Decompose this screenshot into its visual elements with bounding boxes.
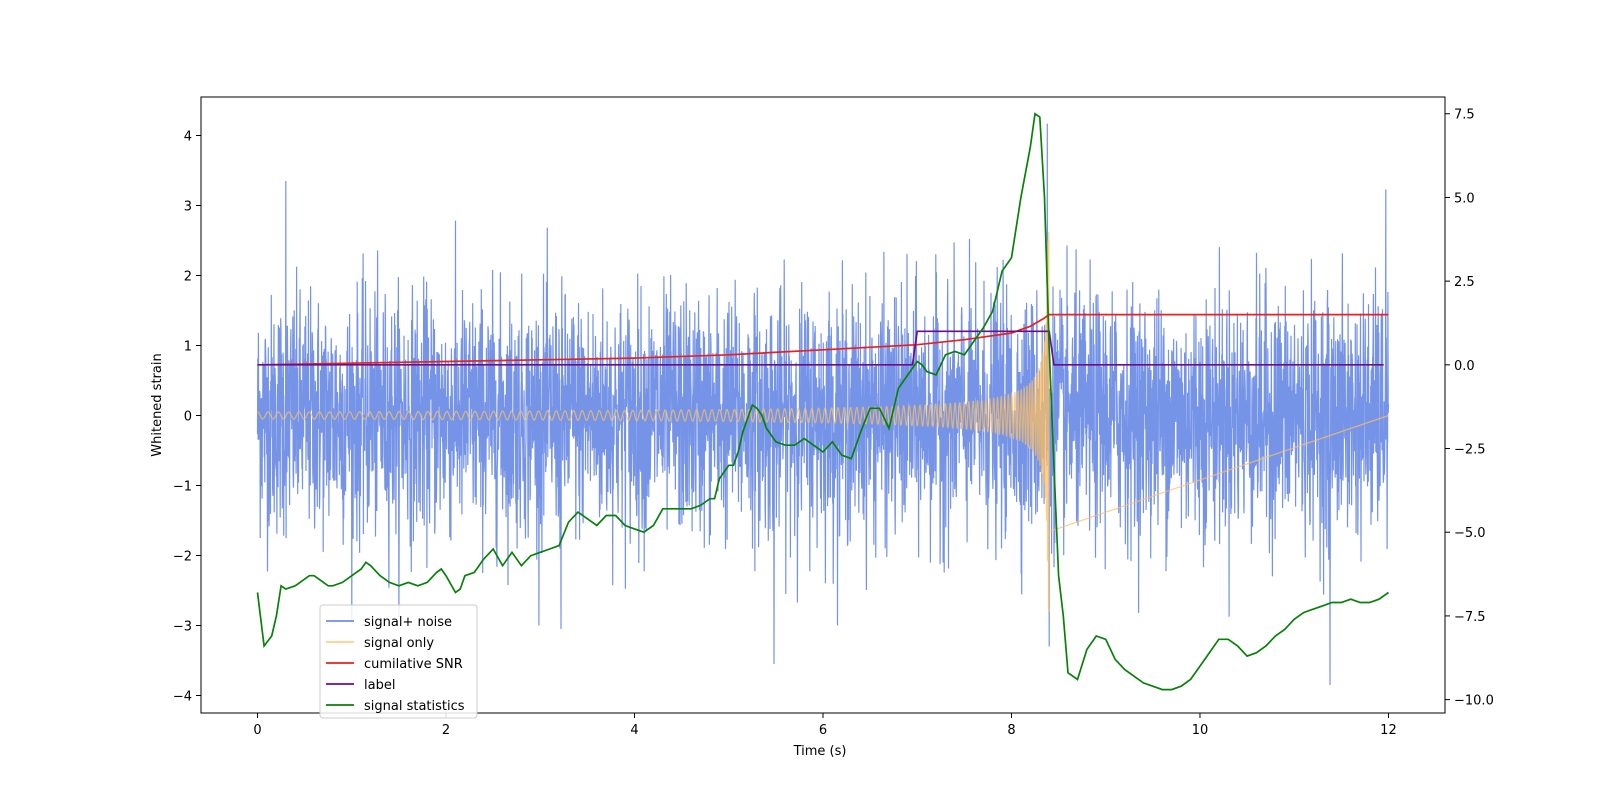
y2-tick-label: −10.0 — [1454, 694, 1494, 709]
x-tick-label: 4 — [630, 723, 638, 738]
legend-box — [319, 604, 478, 719]
x-tick-label: 0 — [253, 723, 261, 738]
y-tick-label: 0 — [184, 410, 192, 425]
y2-tick-label: 0.0 — [1454, 359, 1475, 374]
y2-tick-label: 7.5 — [1454, 108, 1475, 123]
plot-frame — [200, 96, 1446, 714]
legend-entry: signal only — [364, 636, 434, 651]
x-tick-label: 8 — [1007, 723, 1015, 738]
legend-entry: cumilative SNR — [364, 657, 463, 672]
series-signal-noise — [256, 123, 1390, 686]
legend: signal+ noise signal only cumilative SNR la… — [319, 604, 478, 719]
right-axis-ticks: −10.0 −7.5 −5.0 −2.5 0.0 2.5 5.0 7.5 — [1445, 108, 1494, 709]
y-tick-label: −1 — [173, 480, 192, 495]
y-tick-label: 1 — [184, 340, 192, 355]
legend-entry: signal statistics — [364, 699, 465, 714]
y-axis-label: Whitened strain — [150, 353, 165, 456]
y-tick-label: 3 — [184, 200, 192, 215]
y-tick-label: −3 — [173, 620, 192, 635]
x-tick-label: 6 — [819, 723, 827, 738]
legend-entry: signal+ noise — [364, 615, 452, 630]
bottom-axis-ticks: 0 2 4 6 8 10 12 — [253, 713, 1397, 738]
y2-tick-label: −5.0 — [1454, 526, 1486, 541]
y-tick-label: −4 — [173, 690, 192, 705]
series-cumulative-snr — [257, 313, 1389, 366]
plot-area — [256, 112, 1390, 691]
series-signal-only — [257, 232, 1389, 612]
y2-tick-label: 5.0 — [1454, 191, 1475, 206]
y2-tick-label: 2.5 — [1454, 275, 1475, 290]
y-tick-label: −2 — [173, 550, 192, 565]
x-axis-label: Time (s) — [793, 744, 847, 759]
x-tick-label: 12 — [1380, 723, 1397, 738]
y-tick-label: 4 — [184, 130, 192, 145]
x-tick-label: 10 — [1192, 723, 1209, 738]
x-tick-label: 2 — [442, 723, 450, 738]
left-axis-ticks: −4 −3 −2 −1 0 1 2 3 4 — [173, 130, 201, 705]
series-signal-statistics — [256, 112, 1389, 691]
y2-tick-label: −7.5 — [1454, 610, 1486, 625]
legend-entry: label — [364, 678, 395, 693]
y2-tick-label: −2.5 — [1454, 443, 1486, 458]
y-tick-label: 2 — [184, 270, 192, 285]
series-label — [257, 330, 1384, 366]
